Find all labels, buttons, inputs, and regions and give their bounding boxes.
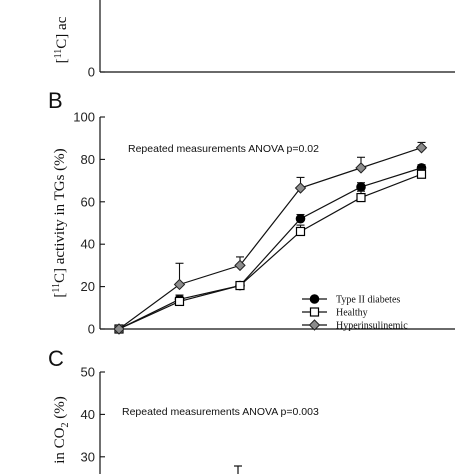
panel-b-point	[235, 280, 245, 291]
panel-c-letter: C	[48, 346, 64, 371]
panel-b: B 0 20 40 60 80 100 [11C] activity in TGs (%)…	[48, 88, 455, 337]
panel-b-point	[355, 162, 367, 174]
panel-b-ytick-label: 0	[88, 322, 95, 337]
panel-b-point	[173, 278, 186, 291]
panel-c-anova-annotation: Repeated measurements ANOVA p=0.003	[122, 406, 319, 418]
panel-c: C 30 40 50 in CO2 (%) Repeated measurement…	[48, 346, 319, 474]
panel-b-point	[415, 142, 428, 154]
panel-b-ytick-label: 40	[81, 237, 95, 252]
panel-a-series-line	[373, 0, 474, 32]
panel-a: 0 [11C] ac	[53, 0, 474, 80]
legend-marker	[309, 307, 320, 317]
panel-b-anova-annotation: Repeated measurements ANOVA p=0.02	[128, 143, 319, 155]
legend-entry: Healthy	[336, 308, 368, 319]
panel-b-series-line	[118, 147, 422, 330]
legend-entry: Type II diabetes	[336, 295, 400, 306]
panel-b-series-line	[118, 173, 422, 330]
legend-marker	[308, 319, 321, 331]
panel-b-series-line	[118, 167, 422, 330]
panel-b-ytick-label: 20	[81, 279, 95, 294]
panel-c-ytick-label: 50	[81, 365, 95, 380]
panel-b-point	[416, 169, 427, 179]
panel-b-point	[113, 323, 125, 335]
panel-b-point	[356, 192, 366, 203]
panel-b-point	[174, 296, 185, 307]
legend-entry: Hyperinsulinemic	[336, 321, 408, 332]
panel-b-ytick-label: 60	[81, 194, 95, 209]
panel-b-point	[294, 182, 307, 194]
panel-b-point	[295, 226, 306, 237]
panel-c-ytick-label: 30	[81, 449, 95, 464]
panel-b-ytick-label: 100	[73, 110, 95, 125]
panel-c-ylabel: in CO2 (%)	[52, 396, 71, 464]
panel-a-ytick-label: 0	[88, 65, 95, 80]
panel-c-ytick-label: 40	[81, 407, 95, 422]
legend: Type II diabetes Healthy Hyperinsulinemic	[302, 294, 408, 332]
legend-marker	[309, 294, 320, 304]
panel-a-ylabel: [11C] ac	[53, 16, 70, 63]
panel-b-point	[295, 213, 306, 224]
panel-b-point	[356, 182, 366, 192]
panel-b-ylabel: [11C] activity in TGs (%)	[51, 148, 68, 297]
panel-b-letter: B	[48, 88, 63, 113]
panel-b-point	[234, 259, 246, 272]
panel-b-ytick-label: 80	[81, 152, 95, 167]
